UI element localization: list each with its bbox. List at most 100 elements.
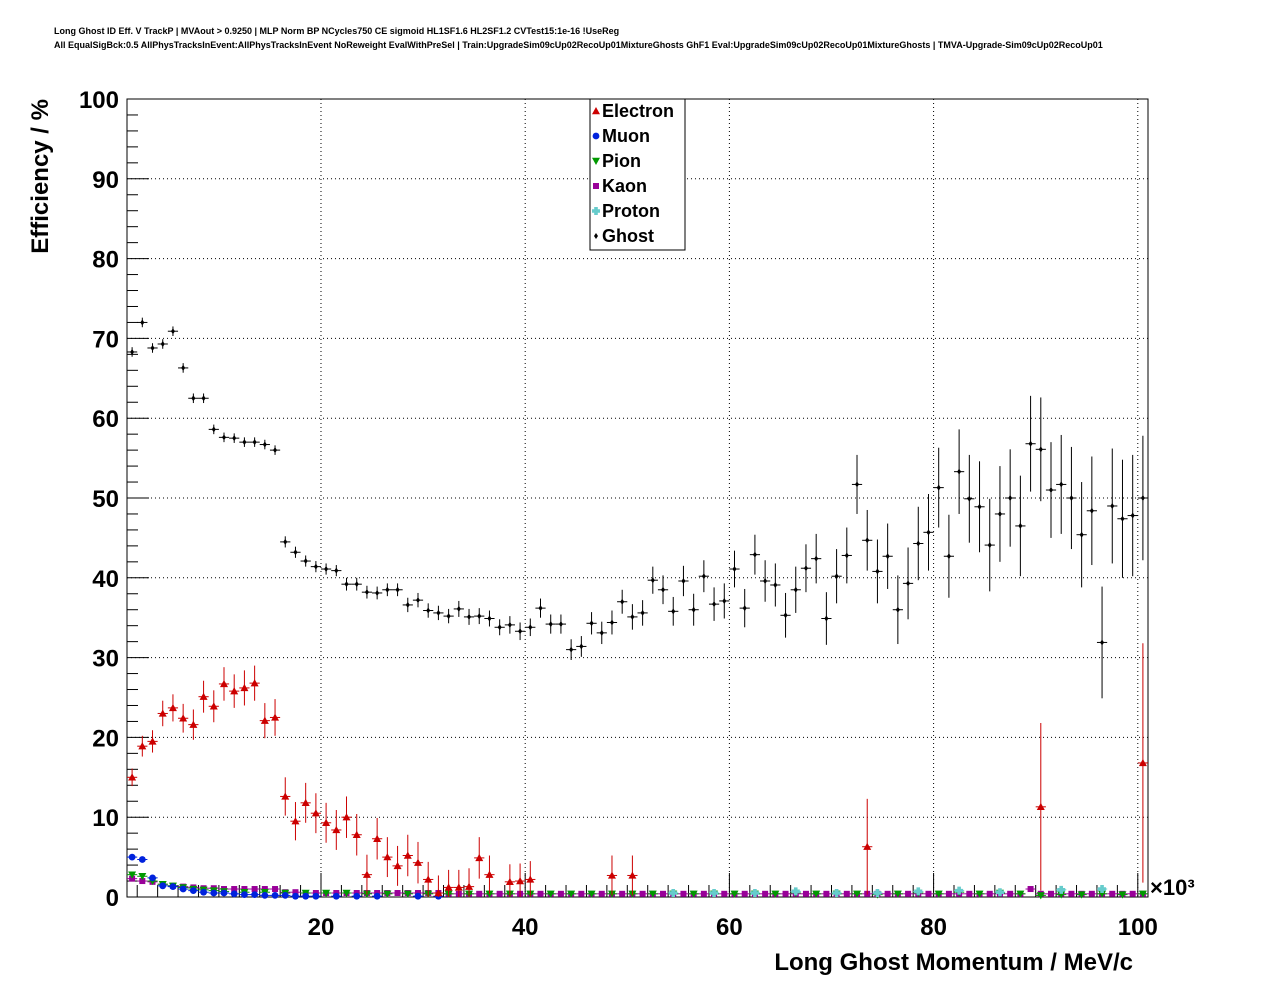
ghost-point bbox=[851, 454, 863, 514]
ghost-marker bbox=[232, 435, 237, 442]
ghost-point bbox=[576, 636, 587, 657]
ghost-marker bbox=[456, 605, 461, 612]
ghost-point bbox=[902, 547, 914, 620]
legend-item-ghost: Ghost bbox=[594, 226, 654, 246]
kaon-marker bbox=[843, 890, 850, 897]
proton-marker bbox=[669, 889, 678, 898]
kaon-marker bbox=[1007, 890, 1014, 897]
ghost-point bbox=[800, 544, 812, 593]
ghost-point bbox=[974, 461, 985, 553]
ghost-point bbox=[535, 598, 546, 618]
chart-title-line1: Long Ghost ID Eff. V TrackP | MVAout > 0… bbox=[54, 26, 620, 36]
ghost-marker bbox=[885, 553, 890, 560]
ghost-point bbox=[198, 393, 209, 404]
kaon-point bbox=[678, 890, 689, 897]
ghost-marker bbox=[752, 551, 757, 558]
legend-marker-ghost bbox=[594, 233, 598, 239]
ghost-point bbox=[514, 622, 526, 641]
muon-point bbox=[147, 874, 158, 882]
proton-marker bbox=[873, 889, 882, 898]
muon-marker bbox=[332, 892, 340, 900]
kaon-point bbox=[617, 890, 628, 897]
electron-marker bbox=[322, 818, 331, 826]
ghost-point bbox=[484, 610, 495, 627]
pion-marker bbox=[485, 890, 494, 898]
legend-label-ghost: Ghost bbox=[602, 226, 654, 246]
legend-label-proton: Proton bbox=[602, 201, 660, 221]
ghost-marker bbox=[712, 601, 717, 608]
ghost-marker bbox=[783, 612, 788, 619]
legend-label-muon: Muon bbox=[602, 126, 650, 146]
muon-point bbox=[300, 892, 311, 900]
series-proton bbox=[668, 885, 1108, 898]
ghost-point bbox=[657, 575, 669, 605]
ghost-point bbox=[678, 565, 689, 597]
y-tick-label: 100 bbox=[79, 87, 119, 114]
ghost-point bbox=[964, 454, 975, 543]
legend-marker-pion bbox=[592, 157, 600, 165]
ghost-marker bbox=[170, 328, 175, 335]
electron-marker bbox=[383, 853, 392, 861]
ghost-point bbox=[943, 514, 955, 598]
kaon-marker bbox=[966, 890, 973, 897]
ghost-marker bbox=[1120, 515, 1125, 522]
electron-point bbox=[178, 703, 189, 733]
electron-point bbox=[300, 782, 311, 823]
electron-point bbox=[310, 793, 321, 834]
kaon-point bbox=[1107, 890, 1118, 897]
kaon-marker bbox=[762, 890, 769, 897]
muon-marker bbox=[220, 889, 228, 897]
electron-marker bbox=[607, 871, 616, 879]
ghost-marker bbox=[150, 344, 155, 351]
kaon-marker bbox=[578, 890, 585, 897]
pion-point bbox=[892, 890, 903, 898]
proton-point bbox=[831, 889, 842, 898]
muon-marker bbox=[353, 892, 361, 900]
pion-point bbox=[566, 890, 577, 898]
ghost-marker bbox=[273, 447, 278, 454]
kaon-marker bbox=[1129, 890, 1136, 897]
ghost-point bbox=[1137, 435, 1148, 561]
electron-point bbox=[423, 861, 434, 897]
ghost-marker bbox=[936, 484, 941, 491]
electron-marker bbox=[505, 877, 514, 886]
electron-point bbox=[127, 768, 138, 787]
ghost-point bbox=[994, 466, 1006, 562]
ghost-point bbox=[1045, 442, 1057, 538]
muon-marker bbox=[281, 892, 289, 899]
electron-marker bbox=[179, 714, 188, 722]
kaon-marker bbox=[1109, 890, 1116, 897]
electron-marker bbox=[403, 851, 412, 859]
ghost-marker bbox=[803, 565, 808, 572]
ghost-point bbox=[402, 597, 413, 613]
ghost-point bbox=[310, 561, 321, 573]
electron-marker bbox=[1138, 758, 1147, 767]
ghost-marker bbox=[1059, 481, 1064, 488]
proton-marker bbox=[955, 886, 964, 895]
electron-point bbox=[1035, 723, 1046, 891]
pion-marker bbox=[893, 890, 902, 898]
muon-point bbox=[239, 891, 250, 899]
ghost-point bbox=[831, 549, 842, 604]
pion-marker bbox=[812, 890, 821, 898]
ghost-point bbox=[147, 343, 158, 353]
x-tick-label: 40 bbox=[512, 914, 539, 941]
ghost-point bbox=[566, 639, 577, 660]
ghost-point bbox=[954, 429, 965, 514]
legend-label-electron: Electron bbox=[602, 101, 674, 121]
ghost-marker bbox=[252, 439, 257, 446]
electron-point bbox=[361, 854, 373, 895]
pion-point bbox=[341, 889, 352, 898]
ghost-marker bbox=[630, 613, 635, 620]
electron-point bbox=[433, 875, 444, 897]
ghost-marker bbox=[834, 573, 839, 580]
kaon-point bbox=[882, 890, 893, 897]
kaon-marker bbox=[598, 890, 605, 897]
ghost-point bbox=[443, 608, 454, 624]
proton-marker bbox=[1057, 885, 1066, 894]
kaon-marker bbox=[823, 890, 830, 897]
ghost-marker bbox=[865, 537, 870, 544]
proton-point bbox=[749, 889, 761, 898]
ghost-marker bbox=[661, 586, 666, 593]
electron-marker bbox=[465, 882, 474, 890]
